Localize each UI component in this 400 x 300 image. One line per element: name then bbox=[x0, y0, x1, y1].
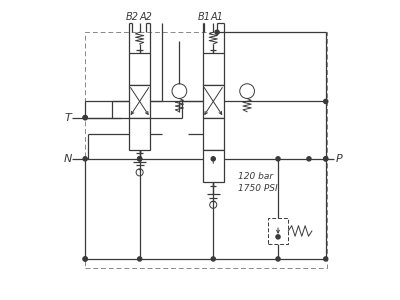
Text: B1: B1 bbox=[197, 12, 210, 22]
Text: A2: A2 bbox=[140, 12, 153, 22]
Text: T: T bbox=[64, 112, 71, 123]
Circle shape bbox=[324, 99, 328, 104]
Circle shape bbox=[138, 157, 142, 161]
Text: B2: B2 bbox=[126, 12, 139, 22]
Circle shape bbox=[215, 30, 219, 34]
Circle shape bbox=[276, 157, 280, 161]
Circle shape bbox=[83, 257, 87, 261]
Circle shape bbox=[83, 116, 87, 120]
Circle shape bbox=[324, 157, 328, 161]
Bar bbox=[203, 150, 224, 182]
Circle shape bbox=[83, 116, 87, 120]
Circle shape bbox=[83, 157, 87, 161]
Text: 120 bar: 120 bar bbox=[238, 172, 274, 181]
Circle shape bbox=[324, 157, 328, 161]
Bar bbox=[203, 85, 224, 118]
Circle shape bbox=[138, 157, 142, 161]
Circle shape bbox=[211, 157, 215, 161]
Circle shape bbox=[276, 235, 280, 239]
Circle shape bbox=[83, 257, 87, 261]
Bar bbox=[85, 32, 327, 268]
Text: N: N bbox=[63, 154, 72, 164]
Bar bbox=[268, 218, 288, 244]
Circle shape bbox=[307, 157, 311, 161]
Circle shape bbox=[324, 257, 328, 261]
Bar bbox=[203, 53, 224, 85]
Circle shape bbox=[138, 257, 142, 261]
Bar bbox=[129, 118, 150, 150]
Text: 1750 PSI: 1750 PSI bbox=[238, 184, 278, 193]
Text: P: P bbox=[336, 154, 343, 164]
Text: A1: A1 bbox=[211, 12, 224, 22]
Bar bbox=[129, 85, 150, 118]
Circle shape bbox=[276, 257, 280, 261]
Circle shape bbox=[211, 257, 215, 261]
Bar bbox=[129, 53, 150, 85]
Bar bbox=[203, 118, 224, 150]
